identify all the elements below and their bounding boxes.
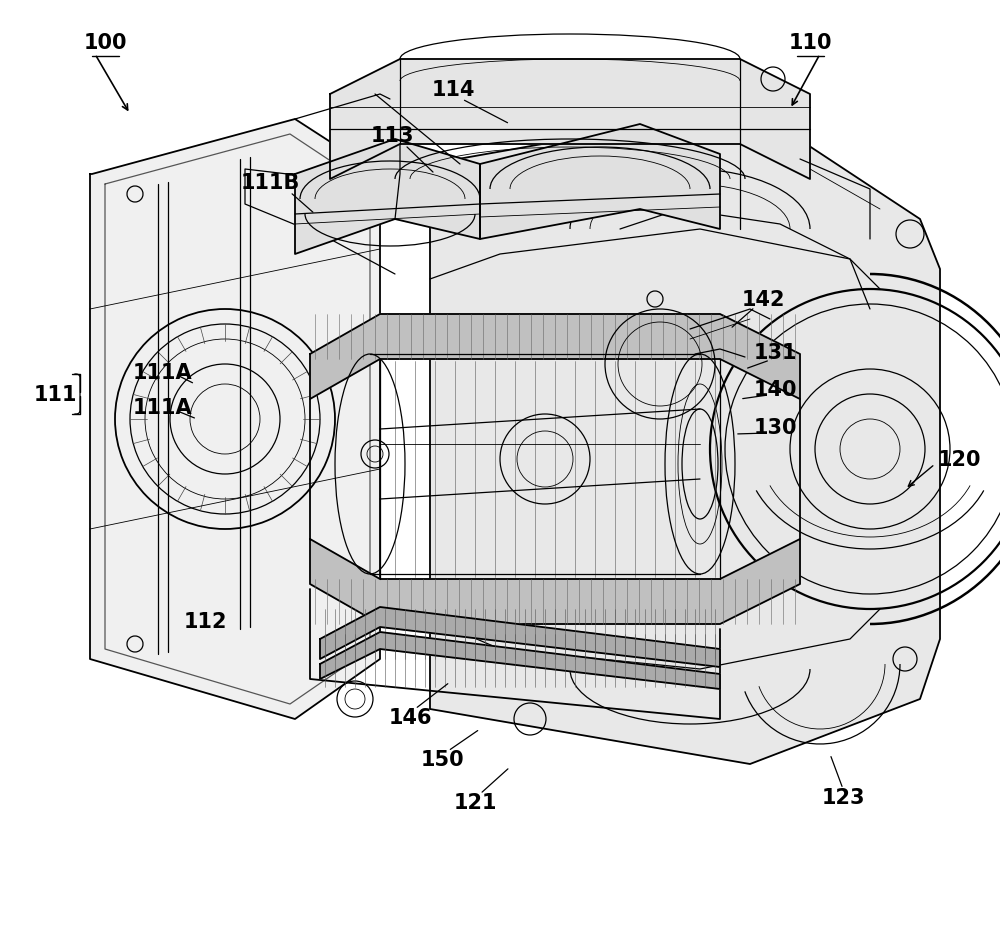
Polygon shape [480, 125, 720, 240]
Polygon shape [430, 108, 940, 764]
Polygon shape [320, 607, 720, 667]
Text: 140: 140 [753, 379, 797, 400]
Polygon shape [90, 120, 380, 719]
Text: 130: 130 [753, 417, 797, 438]
Polygon shape [310, 540, 800, 624]
Text: 114: 114 [431, 80, 475, 100]
Text: 111B: 111B [240, 172, 300, 193]
Text: 150: 150 [420, 749, 464, 769]
Text: 111A: 111A [133, 362, 193, 383]
Text: 113: 113 [370, 126, 414, 146]
Text: 131: 131 [753, 343, 797, 362]
Text: 123: 123 [821, 787, 865, 807]
Text: 142: 142 [741, 289, 785, 310]
Text: 111A: 111A [133, 398, 193, 417]
Polygon shape [330, 60, 810, 180]
Text: 112: 112 [183, 611, 227, 631]
Text: 121: 121 [453, 793, 497, 812]
Text: 111: 111 [33, 385, 77, 404]
Polygon shape [310, 314, 800, 400]
Polygon shape [295, 140, 480, 255]
Text: 146: 146 [388, 707, 432, 727]
Polygon shape [320, 632, 720, 690]
Text: 120: 120 [938, 450, 982, 469]
Text: 100: 100 [83, 33, 127, 53]
Text: 110: 110 [788, 33, 832, 53]
